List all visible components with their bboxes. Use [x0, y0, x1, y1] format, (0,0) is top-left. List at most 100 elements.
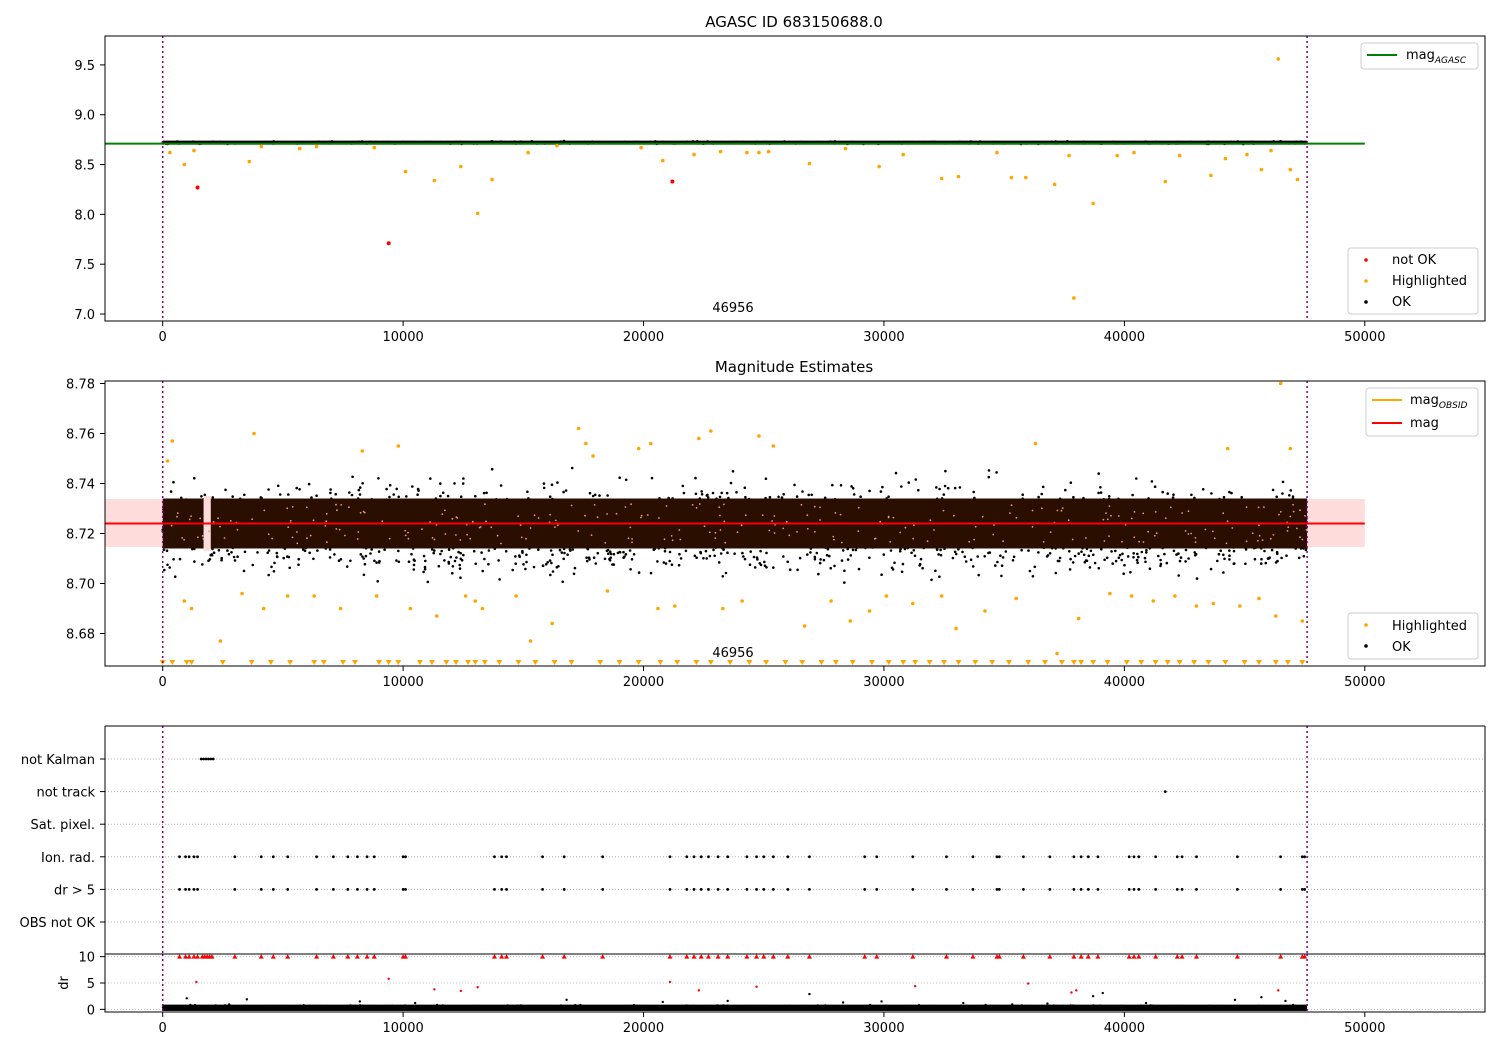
dr-point — [523, 1006, 527, 1010]
dr-point — [724, 1007, 727, 1010]
ok-point — [801, 490, 804, 493]
ok-point — [717, 561, 721, 564]
ok-point — [361, 482, 364, 485]
mag-obsid-point — [832, 535, 835, 538]
mag-obsid-point — [1133, 536, 1136, 539]
out-of-range-marker — [657, 660, 664, 665]
ok-point — [447, 560, 451, 564]
dr-capped-marker — [258, 954, 264, 959]
ok-point — [572, 572, 576, 576]
dr-point — [1147, 1005, 1150, 1008]
ok-point — [337, 559, 341, 562]
ok-point — [780, 496, 784, 499]
dr-capped-marker — [1085, 954, 1091, 959]
mag-obsid-point — [1154, 511, 1157, 513]
flag-label-5: OBS not OK — [20, 916, 96, 931]
ok-point — [1233, 562, 1236, 565]
ok-point — [718, 495, 722, 499]
ok-point — [251, 563, 255, 567]
ok-point — [1068, 568, 1072, 571]
p4-xtick-label-1: 10000 — [382, 1021, 423, 1036]
dr-point — [281, 1004, 284, 1008]
mag-obsid-point — [892, 516, 895, 519]
mag-obsid-point — [217, 517, 220, 520]
mag-obsid-point — [455, 516, 458, 518]
mag-obsid-point — [904, 526, 907, 529]
ok-point — [724, 571, 728, 575]
ok-point — [273, 561, 276, 565]
highlighted-point — [939, 176, 944, 181]
dr-point — [262, 1005, 265, 1008]
p1-xtick-label-5: 50000 — [1344, 330, 1385, 345]
ok-point — [1166, 492, 1169, 495]
flag-point — [995, 888, 999, 891]
legend-label-mag-agasc: magAGASC — [1406, 48, 1467, 66]
panel-1-title: AGASC ID 683150688.0 — [705, 13, 883, 31]
ok-point — [288, 566, 292, 570]
dr-point — [164, 1005, 167, 1008]
ok-point — [891, 568, 895, 571]
highlighted-point — [189, 606, 194, 611]
ok-point — [829, 566, 832, 570]
ok-point — [272, 140, 275, 143]
p2-xtick-label-0: 0 — [159, 675, 167, 690]
ok-point — [1136, 552, 1139, 556]
mag-obsid-point — [1263, 506, 1265, 508]
ok-point — [1107, 495, 1111, 498]
flag-point — [286, 855, 290, 859]
ok-point — [695, 556, 698, 559]
ok-point — [316, 549, 319, 552]
ok-point — [440, 549, 444, 553]
mag-obsid-point — [433, 538, 436, 541]
ok-point — [609, 552, 613, 556]
highlighted-point — [807, 161, 812, 166]
ok-point — [521, 551, 524, 554]
mag-obsid-point — [1194, 537, 1197, 539]
dr-point — [471, 1005, 474, 1008]
p1-ytick-label-0: 7.0 — [74, 308, 95, 323]
dr-point — [1236, 1005, 1240, 1008]
ok-point — [721, 575, 725, 578]
dr-point — [358, 1000, 362, 1003]
ok-point — [618, 476, 621, 480]
ok-point — [953, 550, 957, 554]
out-of-range-marker — [1138, 660, 1145, 665]
ok-point — [623, 555, 626, 558]
ok-point — [1129, 570, 1132, 574]
mag-obsid-point — [678, 529, 681, 531]
p4-ytick-label-2: 10 — [78, 951, 95, 966]
highlighted-point — [408, 606, 413, 611]
ok-point — [954, 552, 958, 556]
dr-point — [1042, 1005, 1045, 1009]
ok-point — [1219, 549, 1222, 552]
ok-point — [1179, 556, 1183, 559]
dr-point — [977, 1005, 981, 1008]
dr-point — [1221, 1005, 1224, 1008]
out-of-range-marker — [340, 660, 347, 665]
highlighted-point — [1274, 614, 1278, 618]
p2-axes-frame — [104, 380, 1486, 667]
ok-point — [295, 486, 299, 490]
out-of-range-marker — [1090, 660, 1097, 665]
p2-xtick-label-2: 20000 — [623, 675, 664, 690]
out-of-range-marker — [818, 660, 825, 665]
ok-point — [562, 557, 565, 561]
p2-ytick-label-2: 8.72 — [66, 528, 95, 543]
flag-point — [685, 855, 689, 859]
mag-obsid-point — [670, 535, 673, 537]
highlighted-point — [1067, 153, 1071, 158]
dr-point — [519, 1004, 523, 1007]
flag-point — [1127, 888, 1131, 891]
dr-point — [1126, 1005, 1129, 1009]
mag-obsid-point — [806, 527, 809, 530]
dr-point — [996, 1005, 999, 1009]
ok-point — [1217, 552, 1221, 556]
ok-point — [562, 139, 566, 143]
highlighted-point — [338, 606, 343, 611]
dr-point — [734, 1005, 737, 1008]
dr-point — [1208, 1004, 1211, 1007]
mag-obsid-point — [1251, 532, 1254, 535]
dr-point — [565, 998, 568, 1002]
highlighted-point — [884, 594, 889, 598]
ok-point — [549, 573, 552, 577]
